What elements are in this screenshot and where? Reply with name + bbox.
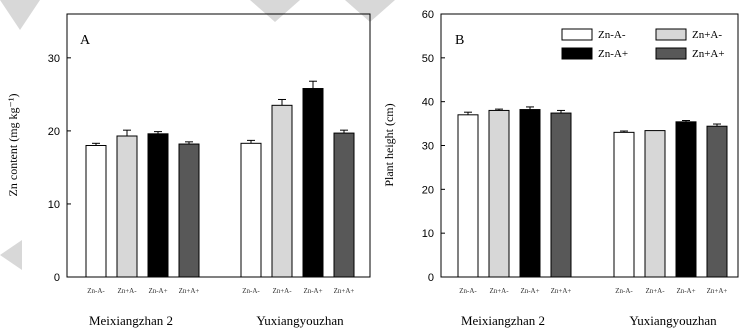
x-tick-label: Zn+A+ bbox=[179, 287, 200, 295]
watermark-shape bbox=[345, 0, 395, 22]
group-label: Meixiangzhan 2 bbox=[89, 313, 173, 328]
x-tick-label: Zn+A+ bbox=[551, 287, 572, 295]
bar bbox=[271, 104, 293, 278]
bar bbox=[147, 133, 169, 278]
group-label: Meixiangzhan 2 bbox=[461, 313, 545, 328]
y-tick-label: 30 bbox=[422, 141, 434, 153]
bar bbox=[85, 145, 107, 278]
bar bbox=[519, 109, 541, 278]
legend-swatch bbox=[655, 47, 687, 60]
legend-label: Zn-A+ bbox=[598, 48, 628, 60]
x-tick-label: Zn+A- bbox=[117, 287, 137, 295]
x-tick-label: Zn-A+ bbox=[520, 287, 539, 295]
x-tick-label: Zn+A+ bbox=[707, 287, 728, 295]
x-tick-label: Zn-A+ bbox=[303, 287, 322, 295]
bar bbox=[488, 109, 510, 278]
y-tick-label: 20 bbox=[48, 126, 60, 138]
x-tick-label: Zn+A+ bbox=[334, 287, 355, 295]
watermark-shape bbox=[250, 0, 300, 22]
y-axis-label: Plant height (cm) bbox=[382, 103, 396, 186]
y-tick-label: 50 bbox=[422, 53, 434, 65]
y-tick-label: 60 bbox=[422, 9, 434, 21]
legend-label: Zn-A- bbox=[598, 29, 626, 41]
y-tick-label: 0 bbox=[428, 272, 434, 284]
bar bbox=[613, 131, 635, 278]
x-tick-label: Zn-A- bbox=[615, 287, 633, 295]
watermark-shape bbox=[0, 0, 40, 30]
x-tick-label: Zn-A- bbox=[242, 287, 260, 295]
x-tick-label: Zn-A- bbox=[459, 287, 477, 295]
panel-label: B bbox=[455, 33, 464, 48]
bar bbox=[644, 130, 666, 278]
y-tick-label: 30 bbox=[48, 53, 60, 65]
bar bbox=[675, 121, 697, 278]
bar bbox=[550, 112, 572, 278]
bar bbox=[706, 125, 728, 278]
x-tick-label: Zn+A- bbox=[272, 287, 292, 295]
watermark-shape bbox=[0, 240, 22, 270]
panel-label: A bbox=[80, 33, 91, 48]
bar bbox=[240, 142, 262, 278]
y-tick-label: 10 bbox=[48, 199, 60, 211]
group-label: Yuxiangyouzhan bbox=[629, 313, 717, 328]
chart-panel-a: 0 10 20 30 Zn content (mg kg⁻¹) A Zn-A- Zn+A- Zn… bbox=[6, 13, 371, 328]
x-tick-label: Zn-A+ bbox=[148, 287, 167, 295]
x-tick-label: Zn-A- bbox=[87, 287, 105, 295]
group-label: Yuxiangyouzhan bbox=[256, 313, 344, 328]
legend-label: Zn+A- bbox=[692, 29, 722, 41]
y-tick-label: 20 bbox=[422, 184, 434, 196]
y-axis-label: Zn content (mg kg⁻¹) bbox=[6, 94, 20, 197]
y-tick-label: 40 bbox=[422, 97, 434, 109]
x-tick-label: Zn+A- bbox=[645, 287, 665, 295]
y-tick-label: 0 bbox=[54, 272, 60, 284]
bar bbox=[333, 132, 355, 278]
bar bbox=[178, 143, 200, 278]
bar bbox=[457, 114, 479, 278]
legend-swatch bbox=[655, 28, 687, 41]
legend-swatch bbox=[561, 47, 593, 60]
legend-label: Zn+A+ bbox=[692, 48, 725, 60]
bar bbox=[116, 135, 138, 278]
legend-swatch bbox=[561, 28, 593, 41]
chart-panel-b: 0 10 20 30 40 50 60 Plant height (cm) B Zn-A- Zn+A… bbox=[382, 9, 739, 328]
x-tick-label: Zn+A- bbox=[489, 287, 509, 295]
x-tick-label: Zn-A+ bbox=[676, 287, 695, 295]
y-tick-label: 10 bbox=[422, 228, 434, 240]
plot-frame bbox=[66, 13, 371, 278]
bar bbox=[302, 88, 324, 278]
